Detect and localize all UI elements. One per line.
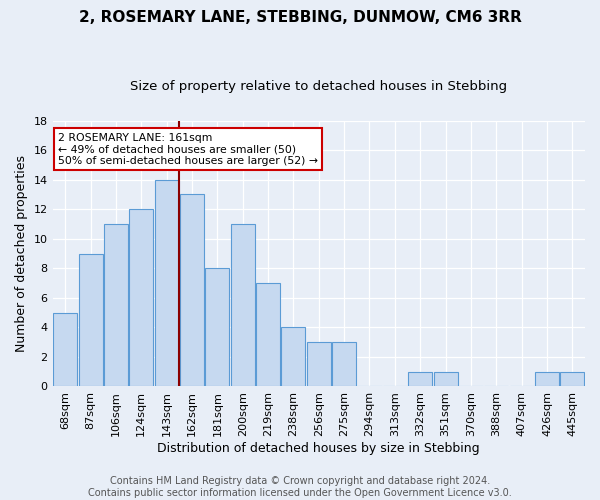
Bar <box>434 372 458 386</box>
Bar <box>79 254 103 386</box>
Text: Contains HM Land Registry data © Crown copyright and database right 2024.
Contai: Contains HM Land Registry data © Crown c… <box>88 476 512 498</box>
X-axis label: Distribution of detached houses by size in Stebbing: Distribution of detached houses by size … <box>157 442 480 455</box>
Bar <box>104 224 128 386</box>
Text: 2, ROSEMARY LANE, STEBBING, DUNMOW, CM6 3RR: 2, ROSEMARY LANE, STEBBING, DUNMOW, CM6 … <box>79 10 521 25</box>
Bar <box>408 372 432 386</box>
Bar <box>53 312 77 386</box>
Bar <box>205 268 229 386</box>
Title: Size of property relative to detached houses in Stebbing: Size of property relative to detached ho… <box>130 80 508 93</box>
Bar <box>230 224 255 386</box>
Bar <box>256 283 280 387</box>
Bar <box>155 180 179 386</box>
Bar <box>332 342 356 386</box>
Bar <box>180 194 204 386</box>
Bar <box>535 372 559 386</box>
Bar <box>129 209 154 386</box>
Bar <box>560 372 584 386</box>
Y-axis label: Number of detached properties: Number of detached properties <box>15 155 28 352</box>
Bar <box>307 342 331 386</box>
Text: 2 ROSEMARY LANE: 161sqm
← 49% of detached houses are smaller (50)
50% of semi-de: 2 ROSEMARY LANE: 161sqm ← 49% of detache… <box>58 132 318 166</box>
Bar <box>281 328 305 386</box>
